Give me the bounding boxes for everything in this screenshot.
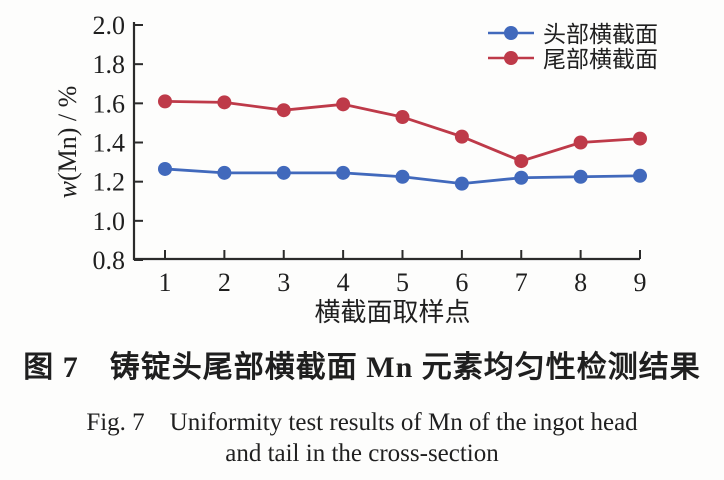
x-tick-label: 4 bbox=[337, 268, 350, 297]
series-marker-tail bbox=[217, 95, 232, 110]
legend-marker-dot bbox=[504, 51, 518, 65]
y-tick-label: 1.2 bbox=[93, 168, 126, 197]
y-tick-label: 1.8 bbox=[93, 50, 126, 79]
series-marker-head bbox=[336, 165, 351, 180]
x-tick-label: 5 bbox=[396, 268, 409, 297]
series-marker-head bbox=[514, 170, 529, 185]
x-tick-label: 7 bbox=[515, 268, 528, 297]
legend-marker-dot bbox=[504, 26, 518, 40]
series-marker-head bbox=[454, 176, 469, 191]
x-tick-label: 3 bbox=[277, 268, 290, 297]
y-tick-label: 0.8 bbox=[93, 246, 126, 275]
series-marker-tail bbox=[276, 103, 291, 118]
series-marker-head bbox=[276, 165, 291, 180]
x-tick-label: 2 bbox=[218, 268, 231, 297]
figure-caption-english-line1: Fig. 7 Uniformity test results of Mn of … bbox=[86, 409, 638, 436]
legend-label: 头部横截面 bbox=[543, 22, 658, 47]
y-tick-label: 1.6 bbox=[93, 89, 126, 118]
series-marker-tail bbox=[633, 131, 647, 146]
series-marker-head bbox=[158, 161, 172, 176]
y-tick-label: 2.0 bbox=[93, 11, 126, 40]
series-marker-tail bbox=[454, 129, 469, 144]
figure-caption-english-line2: and tail in the cross-section bbox=[225, 440, 499, 467]
y-tick-label: 1.4 bbox=[93, 129, 126, 158]
mn-uniformity-line-chart: 2.0 1.8 1.6 1.4 1.2 1.0 0.8 1 2 3 4 5 6 7 8 9 横截面取样点 w(Mn… bbox=[53, 11, 658, 327]
figure-caption-chinese: 图 7 铸锭头尾部横截面 Mn 元素均匀性检测结果 bbox=[23, 351, 701, 384]
y-axis-title: w(Mn) / % bbox=[53, 86, 82, 199]
series-marker-head bbox=[573, 169, 588, 184]
x-axis-title: 横截面取样点 bbox=[314, 298, 470, 327]
series-marker-tail bbox=[158, 94, 172, 109]
series-marker-tail bbox=[336, 97, 351, 112]
x-tick-label: 6 bbox=[455, 268, 468, 297]
series-marker-tail bbox=[395, 110, 410, 125]
series-marker-tail bbox=[514, 154, 529, 169]
x-tick-label: 8 bbox=[574, 268, 587, 297]
series-marker-head bbox=[633, 168, 647, 183]
legend-label: 尾部横截面 bbox=[543, 47, 658, 72]
series-marker-head bbox=[217, 165, 232, 180]
y-tick-label: 1.0 bbox=[93, 207, 126, 236]
series-marker-head bbox=[395, 169, 410, 184]
series-marker-tail bbox=[573, 135, 588, 150]
x-tick-label: 9 bbox=[634, 268, 647, 297]
x-tick-label: 1 bbox=[159, 268, 172, 297]
